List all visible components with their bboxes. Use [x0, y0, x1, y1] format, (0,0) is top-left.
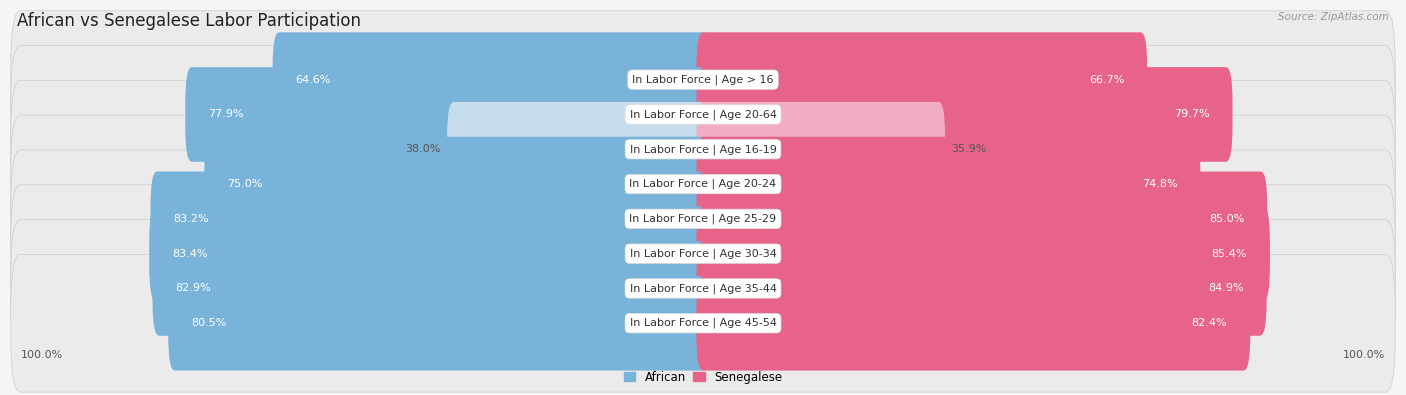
FancyBboxPatch shape [11, 185, 1395, 323]
FancyBboxPatch shape [11, 11, 1395, 149]
FancyBboxPatch shape [11, 45, 1395, 183]
Text: In Labor Force | Age 45-54: In Labor Force | Age 45-54 [630, 318, 776, 329]
Text: 83.4%: 83.4% [172, 248, 208, 259]
FancyBboxPatch shape [696, 102, 945, 197]
FancyBboxPatch shape [696, 171, 1267, 266]
Text: African vs Senegalese Labor Participation: African vs Senegalese Labor Participatio… [17, 12, 361, 30]
Text: 77.9%: 77.9% [208, 109, 243, 119]
FancyBboxPatch shape [169, 276, 710, 371]
Text: 80.5%: 80.5% [191, 318, 226, 328]
FancyBboxPatch shape [11, 254, 1395, 392]
FancyBboxPatch shape [150, 171, 710, 266]
Legend: African, Senegalese: African, Senegalese [619, 366, 787, 388]
FancyBboxPatch shape [696, 276, 1250, 371]
Text: 64.6%: 64.6% [295, 75, 330, 85]
FancyBboxPatch shape [204, 137, 710, 231]
Text: 38.0%: 38.0% [405, 144, 440, 154]
FancyBboxPatch shape [447, 102, 710, 197]
FancyBboxPatch shape [11, 115, 1395, 253]
FancyBboxPatch shape [11, 220, 1395, 357]
FancyBboxPatch shape [186, 67, 710, 162]
FancyBboxPatch shape [273, 32, 710, 127]
Text: In Labor Force | Age 30-34: In Labor Force | Age 30-34 [630, 248, 776, 259]
FancyBboxPatch shape [152, 241, 710, 336]
Text: In Labor Force | Age 20-64: In Labor Force | Age 20-64 [630, 109, 776, 120]
Text: 84.9%: 84.9% [1208, 284, 1244, 293]
Text: 85.4%: 85.4% [1212, 248, 1247, 259]
FancyBboxPatch shape [696, 137, 1201, 231]
Text: In Labor Force | Age 20-24: In Labor Force | Age 20-24 [630, 179, 776, 189]
FancyBboxPatch shape [696, 32, 1147, 127]
Text: 79.7%: 79.7% [1174, 109, 1209, 119]
Text: 82.9%: 82.9% [176, 284, 211, 293]
Text: 66.7%: 66.7% [1088, 75, 1125, 85]
Text: 85.0%: 85.0% [1209, 214, 1244, 224]
Text: Source: ZipAtlas.com: Source: ZipAtlas.com [1278, 12, 1389, 22]
FancyBboxPatch shape [11, 80, 1395, 218]
Text: 74.8%: 74.8% [1142, 179, 1177, 189]
Text: 100.0%: 100.0% [1343, 350, 1385, 360]
Text: 83.2%: 83.2% [173, 214, 209, 224]
FancyBboxPatch shape [696, 206, 1270, 301]
Text: 75.0%: 75.0% [228, 179, 263, 189]
FancyBboxPatch shape [696, 67, 1233, 162]
Text: In Labor Force | Age 35-44: In Labor Force | Age 35-44 [630, 283, 776, 294]
FancyBboxPatch shape [149, 206, 710, 301]
Text: 82.4%: 82.4% [1192, 318, 1227, 328]
Text: In Labor Force | Age > 16: In Labor Force | Age > 16 [633, 74, 773, 85]
FancyBboxPatch shape [696, 241, 1267, 336]
Text: 100.0%: 100.0% [21, 350, 63, 360]
Text: In Labor Force | Age 25-29: In Labor Force | Age 25-29 [630, 214, 776, 224]
FancyBboxPatch shape [11, 150, 1395, 288]
Text: 35.9%: 35.9% [952, 144, 987, 154]
Text: In Labor Force | Age 16-19: In Labor Force | Age 16-19 [630, 144, 776, 154]
